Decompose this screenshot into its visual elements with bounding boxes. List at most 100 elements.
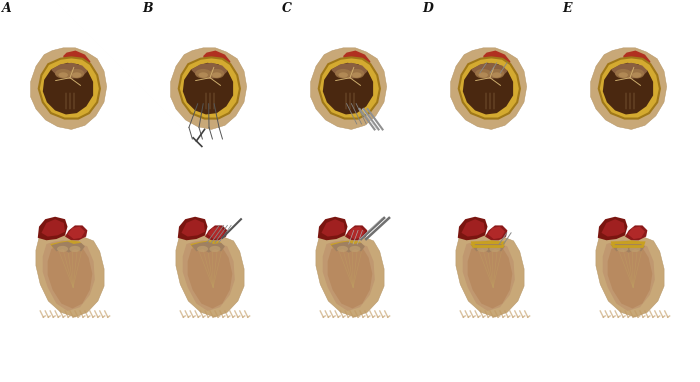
Ellipse shape — [69, 69, 84, 78]
Ellipse shape — [337, 246, 348, 252]
Polygon shape — [191, 63, 228, 79]
Polygon shape — [331, 63, 368, 79]
Ellipse shape — [335, 69, 351, 78]
Ellipse shape — [632, 72, 642, 78]
Ellipse shape — [197, 246, 208, 252]
Polygon shape — [63, 50, 90, 71]
Polygon shape — [463, 240, 514, 311]
Polygon shape — [328, 244, 372, 309]
Ellipse shape — [489, 69, 504, 78]
Ellipse shape — [212, 72, 222, 78]
Polygon shape — [603, 240, 655, 311]
Polygon shape — [38, 57, 100, 118]
Polygon shape — [611, 241, 645, 253]
Polygon shape — [311, 48, 386, 129]
Polygon shape — [203, 50, 230, 71]
Polygon shape — [50, 240, 83, 249]
Polygon shape — [627, 227, 645, 239]
Polygon shape — [470, 240, 503, 249]
Polygon shape — [171, 48, 246, 129]
Polygon shape — [51, 63, 88, 79]
Polygon shape — [43, 240, 94, 311]
Text: A: A — [2, 2, 12, 15]
Polygon shape — [601, 219, 625, 236]
Polygon shape — [451, 48, 526, 129]
Polygon shape — [591, 48, 666, 129]
Ellipse shape — [492, 72, 502, 78]
Polygon shape — [318, 217, 347, 240]
Ellipse shape — [349, 246, 360, 252]
Polygon shape — [67, 227, 85, 239]
Polygon shape — [331, 241, 365, 253]
Ellipse shape — [72, 72, 82, 78]
Polygon shape — [596, 235, 664, 317]
Polygon shape — [345, 225, 368, 240]
Ellipse shape — [209, 69, 224, 78]
Text: C: C — [282, 2, 292, 15]
Ellipse shape — [69, 246, 80, 252]
Polygon shape — [625, 225, 648, 240]
Ellipse shape — [629, 246, 641, 252]
Ellipse shape — [352, 72, 362, 78]
Ellipse shape — [478, 72, 488, 78]
Polygon shape — [608, 244, 652, 309]
Polygon shape — [43, 63, 93, 115]
Polygon shape — [598, 57, 660, 118]
Ellipse shape — [349, 69, 364, 78]
Polygon shape — [483, 50, 510, 71]
Polygon shape — [471, 63, 508, 79]
Polygon shape — [487, 227, 505, 239]
Polygon shape — [178, 57, 240, 118]
Ellipse shape — [55, 69, 71, 78]
Polygon shape — [603, 63, 653, 115]
Polygon shape — [188, 244, 232, 309]
Polygon shape — [610, 240, 643, 249]
Ellipse shape — [615, 69, 631, 78]
Polygon shape — [183, 63, 233, 115]
Text: D: D — [422, 2, 433, 15]
Polygon shape — [178, 217, 207, 240]
Ellipse shape — [617, 246, 628, 252]
Polygon shape — [31, 48, 106, 129]
Polygon shape — [316, 235, 384, 317]
Polygon shape — [458, 217, 487, 240]
Polygon shape — [176, 235, 244, 317]
Polygon shape — [456, 235, 524, 317]
Polygon shape — [461, 219, 485, 236]
Ellipse shape — [618, 72, 628, 78]
Ellipse shape — [198, 72, 208, 78]
Ellipse shape — [338, 72, 348, 78]
Ellipse shape — [58, 72, 68, 78]
Polygon shape — [468, 244, 512, 309]
Polygon shape — [183, 240, 235, 311]
Polygon shape — [343, 50, 370, 71]
Polygon shape — [38, 217, 67, 240]
Polygon shape — [191, 241, 225, 253]
Ellipse shape — [57, 246, 68, 252]
Polygon shape — [65, 225, 88, 240]
Ellipse shape — [475, 69, 491, 78]
Polygon shape — [51, 241, 85, 253]
Polygon shape — [463, 63, 513, 115]
Ellipse shape — [629, 69, 644, 78]
Ellipse shape — [489, 246, 500, 252]
Polygon shape — [36, 235, 104, 317]
Polygon shape — [611, 63, 648, 79]
Polygon shape — [205, 225, 228, 240]
Polygon shape — [207, 227, 225, 239]
Polygon shape — [321, 219, 345, 236]
Polygon shape — [318, 57, 380, 118]
Polygon shape — [323, 240, 374, 311]
Ellipse shape — [477, 246, 488, 252]
Polygon shape — [458, 57, 520, 118]
Polygon shape — [48, 244, 92, 309]
Text: B: B — [142, 2, 153, 15]
Polygon shape — [181, 219, 205, 236]
Polygon shape — [330, 240, 363, 249]
Polygon shape — [485, 225, 508, 240]
Polygon shape — [623, 50, 650, 71]
Polygon shape — [41, 219, 65, 236]
Polygon shape — [471, 241, 505, 253]
Polygon shape — [190, 240, 223, 249]
Polygon shape — [323, 63, 373, 115]
